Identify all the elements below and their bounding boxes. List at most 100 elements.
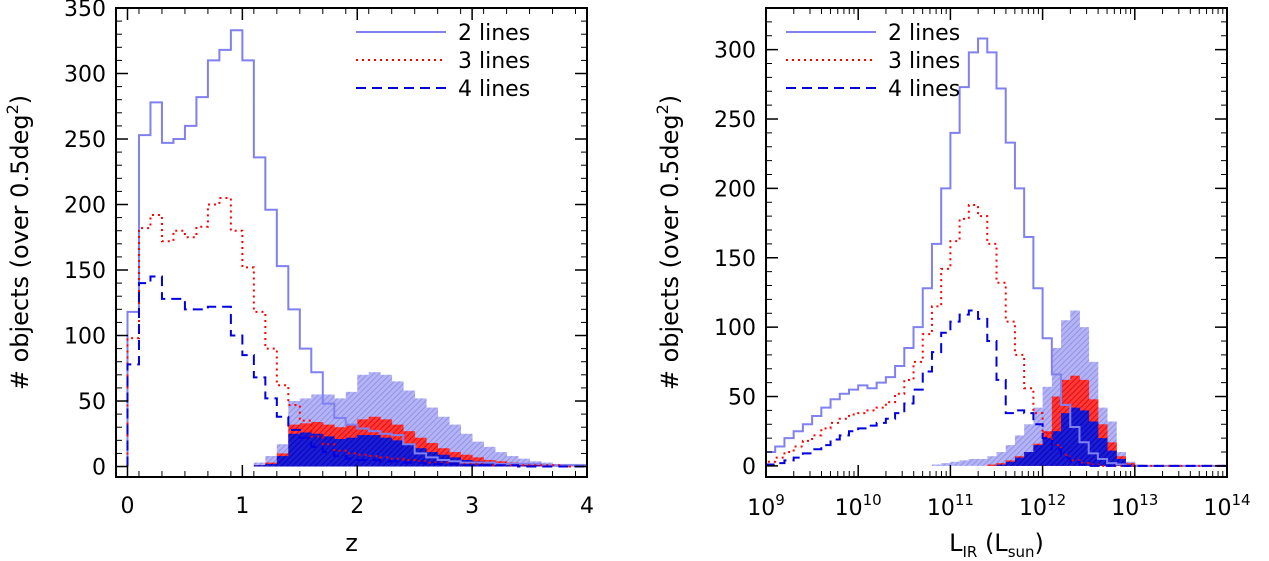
filled-bar: [426, 407, 439, 467]
filled-bar: [1014, 457, 1025, 466]
filled-bar: [987, 464, 997, 466]
filled-bar: [1070, 407, 1080, 466]
series-line-4-lines: [765, 309, 1227, 467]
filled-bar: [1088, 421, 1099, 466]
filled-bar: [1116, 458, 1126, 466]
filled-bar: [368, 435, 381, 467]
filled-bar: [950, 461, 961, 466]
filled-bar: [357, 435, 370, 467]
y-axis-title: # objects (over 0.5deg2): [3, 95, 34, 390]
x-tick-label: 109: [747, 491, 785, 521]
filled-histogram-2: [996, 407, 1136, 466]
y-tick-label: 250: [64, 128, 106, 153]
x-tick-label: 1010: [835, 491, 882, 521]
y-tick-label: 0: [92, 456, 106, 481]
filled-bar: [472, 441, 485, 467]
y-tick-label: 300: [714, 39, 756, 64]
filled-bar: [941, 463, 951, 466]
filled-bar: [1024, 452, 1034, 466]
filled-bar: [506, 456, 519, 467]
x-tick-label: 1013: [1111, 491, 1158, 521]
filled-bar: [403, 444, 416, 467]
filled-bar: [253, 462, 266, 467]
filled-bar: [414, 448, 427, 467]
legend-label: 2 lines: [458, 21, 530, 46]
y-tick-label: 50: [728, 386, 756, 411]
x-tick-label: 1014: [1203, 491, 1250, 521]
filled-bar: [380, 437, 393, 467]
filled-bar: [483, 446, 496, 467]
legend: 2 lines 3 lines 4 lines: [786, 21, 960, 102]
series-line-3-lines: [765, 204, 1227, 467]
filled-bar: [472, 461, 485, 467]
filled-bar: [978, 458, 988, 466]
x-axis-title: z: [345, 529, 358, 557]
legend-label: 2 lines: [888, 21, 960, 46]
filled-bar: [334, 439, 347, 467]
filled-bar: [931, 464, 942, 466]
x-tick-label: 4: [580, 494, 594, 519]
x-tick-label: 0: [120, 494, 134, 519]
y-tick-label: 300: [64, 63, 106, 88]
y-tick-label: 100: [64, 325, 106, 350]
chart-panel-luminosity: 0 50 100 150 200 250 300 109 1010 1011 1012 1013 101…: [653, 7, 1251, 561]
chart-panel-redshift: 0 50 100 150 200 250 300 350 0 1 2 3 4 # objects (ove…: [3, 0, 594, 557]
filled-bar: [403, 390, 416, 467]
plot-frame: [765, 7, 1228, 478]
plot-frame: [115, 7, 588, 478]
y-tick-label: 200: [64, 194, 106, 219]
filled-bar: [1107, 450, 1117, 466]
x-tick-label: 1012: [1019, 491, 1066, 521]
filled-bar: [311, 433, 324, 467]
filled-bar: [322, 436, 335, 467]
y-tick-label: 150: [714, 247, 756, 272]
legend: 2 lines 3 lines 4 lines: [356, 21, 530, 102]
x-tick-label: 1011: [927, 491, 974, 521]
filled-bar: [288, 433, 301, 467]
filled-bar: [437, 416, 450, 467]
filled-bar: [276, 456, 289, 467]
legend-label: 3 lines: [458, 49, 530, 74]
y-tick-label: 350: [64, 0, 106, 22]
y-tick-label: 0: [742, 455, 756, 480]
filled-bar: [1042, 386, 1053, 466]
filled-bar: [265, 456, 278, 467]
x-tick-label: 3: [465, 494, 479, 519]
y-tick-label: 250: [714, 108, 756, 133]
x-axis-title: LIR (Lsun): [949, 529, 1044, 561]
filled-bar: [414, 398, 427, 467]
filled-bar: [460, 433, 473, 467]
filled-bar: [391, 381, 404, 467]
filled-bar: [1024, 424, 1034, 466]
filled-bar: [1042, 438, 1053, 466]
filled-bar: [1097, 438, 1108, 466]
y-tick-label: 100: [714, 316, 756, 341]
filled-bar: [1014, 435, 1025, 466]
legend-label: 3 lines: [888, 49, 960, 74]
filled-bar: [996, 464, 1007, 466]
filled-bar: [987, 456, 997, 466]
filled-bar: [1033, 445, 1043, 466]
x-tick-label: 2: [350, 494, 364, 519]
filled-bar: [495, 452, 507, 467]
filled-bar: [391, 440, 404, 467]
filled-bar: [1005, 445, 1016, 466]
series-line-3-lines: [126, 196, 587, 468]
legend-label: 4 lines: [458, 77, 530, 102]
filled-bar: [959, 460, 970, 466]
y-tick-label: 200: [714, 177, 756, 202]
y-tick-label: 50: [78, 390, 106, 415]
filled-bar: [1033, 407, 1043, 466]
filled-bar: [345, 437, 358, 467]
filled-bar: [518, 458, 530, 467]
legend-label: 4 lines: [888, 77, 960, 102]
filled-bar: [1005, 461, 1016, 466]
x-tick-label: 1: [235, 494, 249, 519]
filled-bar: [449, 424, 462, 467]
filled-bar: [968, 458, 979, 466]
filled-bar: [253, 465, 266, 467]
y-tick-label: 150: [64, 259, 106, 284]
filled-bar: [996, 452, 1007, 466]
filled-bar: [426, 452, 439, 467]
